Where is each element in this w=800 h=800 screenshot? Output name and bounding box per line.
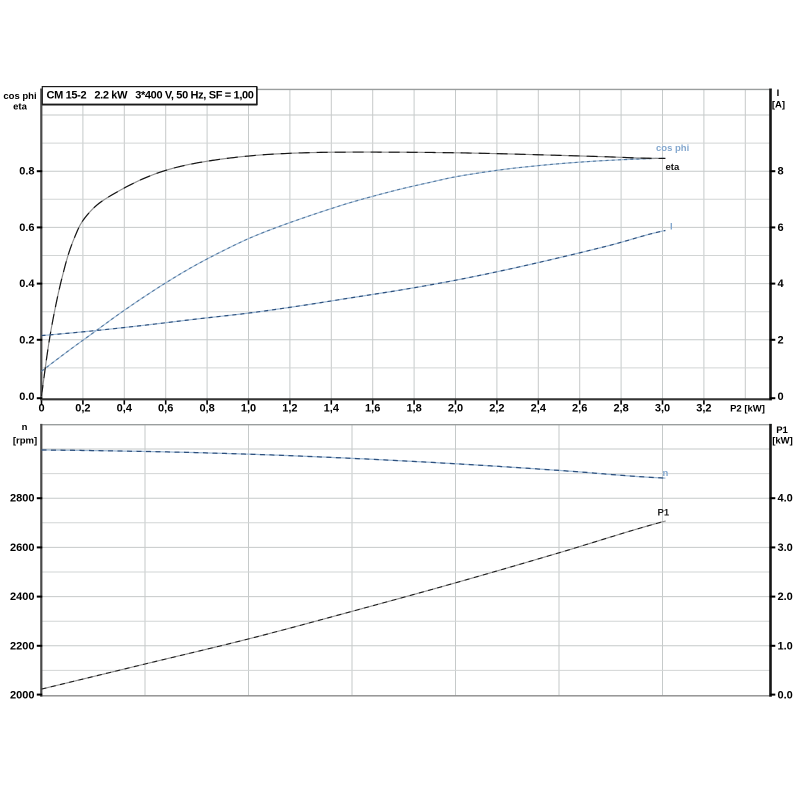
svg-text:1,0: 1,0 [241, 403, 256, 415]
svg-text:8: 8 [778, 166, 784, 178]
svg-text:0: 0 [38, 403, 44, 415]
svg-text:I: I [670, 222, 673, 233]
svg-text:0.2: 0.2 [19, 334, 34, 346]
svg-text:2200: 2200 [10, 640, 34, 652]
svg-text:0.6: 0.6 [19, 222, 34, 234]
svg-text:3,0: 3,0 [655, 403, 670, 415]
svg-text:4: 4 [778, 278, 785, 290]
svg-text:0.0: 0.0 [778, 690, 793, 702]
svg-text:n: n [663, 468, 669, 479]
svg-text:1.0: 1.0 [778, 640, 793, 652]
svg-text:0,2: 0,2 [75, 403, 90, 415]
svg-text:cos phi: cos phi [3, 91, 36, 102]
svg-text:1,6: 1,6 [365, 403, 380, 415]
svg-text:2,4: 2,4 [531, 403, 547, 415]
svg-text:2000: 2000 [10, 690, 34, 702]
svg-text:2: 2 [778, 334, 784, 346]
svg-text:eta: eta [666, 162, 680, 173]
svg-text:2400: 2400 [10, 591, 34, 603]
svg-text:3,2: 3,2 [696, 403, 711, 415]
svg-text:P2 [kW]: P2 [kW] [730, 404, 765, 415]
svg-text:0.8: 0.8 [19, 166, 34, 178]
svg-text:1,2: 1,2 [282, 403, 297, 415]
svg-text:0.4: 0.4 [19, 278, 35, 290]
svg-text:2,2: 2,2 [489, 403, 504, 415]
svg-text:0: 0 [778, 391, 784, 403]
svg-text:1,8: 1,8 [406, 403, 421, 415]
svg-text:0,6: 0,6 [158, 403, 173, 415]
svg-text:6: 6 [778, 222, 784, 234]
svg-text:P1: P1 [776, 425, 788, 436]
svg-text:4.0: 4.0 [778, 493, 793, 505]
svg-text:2600: 2600 [10, 542, 34, 554]
svg-text:2,8: 2,8 [613, 403, 628, 415]
svg-text:[kW]: [kW] [772, 436, 793, 447]
svg-text:I: I [777, 88, 780, 99]
svg-text:2,6: 2,6 [572, 403, 587, 415]
svg-text:2800: 2800 [10, 493, 34, 505]
svg-text:cos phi: cos phi [656, 143, 689, 154]
svg-text:eta: eta [13, 102, 27, 113]
svg-text:[rpm]: [rpm] [13, 436, 37, 447]
svg-text:2.0: 2.0 [778, 591, 793, 603]
svg-text:1,4: 1,4 [324, 403, 340, 415]
svg-text:P1: P1 [658, 508, 670, 519]
svg-text:CM 15-2 2.2 kW 3*400 V, 50: CM 15-2 2.2 kW 3*400 V, 50 Hz, SF = 1,00 [47, 90, 254, 102]
svg-text:2,0: 2,0 [448, 403, 463, 415]
svg-text:n: n [22, 422, 28, 433]
svg-text:[A]: [A] [772, 100, 785, 111]
svg-text:0,4: 0,4 [117, 403, 133, 415]
svg-text:0,8: 0,8 [199, 403, 214, 415]
svg-text:3.0: 3.0 [778, 542, 793, 554]
svg-text:0.0: 0.0 [19, 391, 34, 403]
